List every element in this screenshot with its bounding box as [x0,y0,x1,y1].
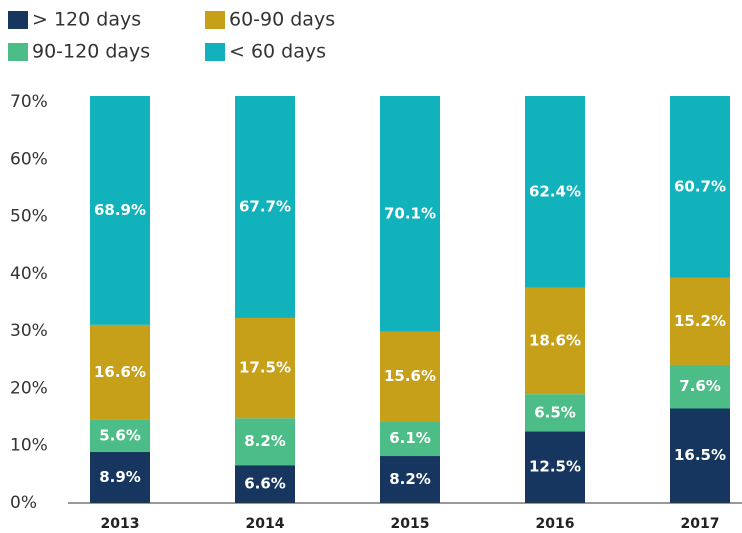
data-label: 16.5% [674,446,726,464]
x-tick-label: 2015 [391,516,430,532]
y-tick-label: 40% [10,264,48,284]
data-label: 6.5% [534,403,576,421]
bar-segment [380,96,440,332]
y-tick-label: 10% [10,436,48,456]
bars [90,96,730,503]
bar-segment [525,96,585,288]
bar-segment [380,456,440,503]
legend-swatch [205,43,225,61]
bar-segment [90,452,150,503]
bar-segment [235,418,295,466]
bar-segment [525,394,585,432]
y-tick-label: 20% [10,378,48,398]
data-label: 70.1% [384,204,436,222]
data-label: 67.7% [239,197,291,215]
x-tick-label: 2013 [101,516,140,532]
x-tick-label: 2017 [681,516,720,532]
data-label: 8.2% [389,470,431,488]
bar-segment [670,277,730,365]
data-label: 5.6% [99,426,141,444]
bar-segment [670,96,730,278]
legend-swatch [205,11,225,29]
legend-label: 90-120 days [32,41,150,63]
data-label: 15.2% [674,312,726,330]
data-label: 7.6% [679,377,721,395]
y-tick-label: 60% [10,149,48,169]
data-label: 6.6% [244,475,286,493]
bar-segment [235,317,295,419]
legend-label: > 120 days [32,9,141,31]
bar-segment [235,96,295,318]
y-tick-label: 70% [10,92,48,112]
data-label: 12.5% [529,458,581,476]
x-tick-label: 2016 [536,516,575,532]
bar-segment [90,324,150,420]
bar-segment [670,408,730,503]
bar-segment [525,287,585,395]
bar-segment [670,364,730,409]
data-label: 16.6% [94,363,146,381]
bar-segment [235,465,295,503]
data-label: 18.6% [529,331,581,349]
data-label: 60.7% [674,177,726,195]
data-label: 17.5% [239,359,291,377]
legend-swatch [8,43,28,61]
y-tick-label: 30% [10,321,48,341]
y-tick-label: 50% [10,207,48,227]
legend-swatch [8,11,28,29]
x-tick-label: 2014 [246,516,285,532]
bar-segment [90,96,150,325]
bar-segment [525,431,585,503]
y-tick-label: 0% [10,493,37,513]
bar-segment [380,421,440,457]
legend-label: 60-90 days [229,9,335,31]
bar-segment [90,419,150,453]
data-label: 6.1% [389,429,431,447]
data-label: 15.6% [384,367,436,385]
bar-segment [380,331,440,422]
data-label: 8.2% [244,432,286,450]
data-label: 8.9% [99,468,141,486]
data-label: 68.9% [94,201,146,219]
legend-label: < 60 days [229,41,326,63]
data-label: 62.4% [529,182,581,200]
